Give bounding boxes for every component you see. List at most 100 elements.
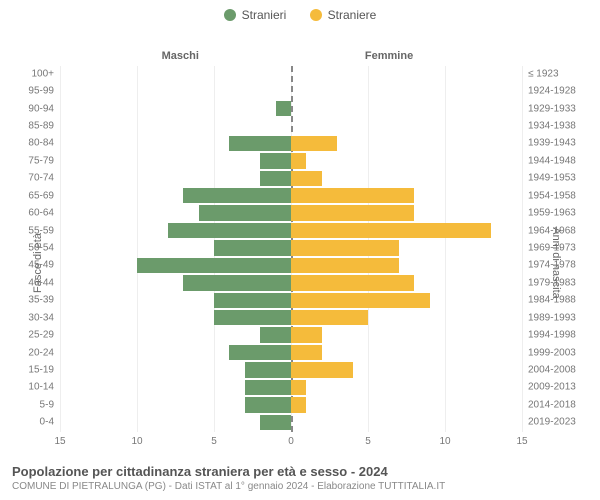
- column-header-male: Maschi: [162, 50, 199, 62]
- pyramid-row: 50-541969-1973: [60, 240, 522, 255]
- x-tick-label: 10: [439, 436, 450, 447]
- x-tick-label: 5: [211, 436, 217, 447]
- age-label: 40-44: [28, 277, 60, 288]
- bar-female: [291, 345, 322, 360]
- age-label: 90-94: [28, 103, 60, 114]
- age-label: 80-84: [28, 138, 60, 149]
- bar-male: [260, 327, 291, 342]
- bar-female: [291, 240, 399, 255]
- age-label: 55-59: [28, 225, 60, 236]
- pyramid-row: 60-641959-1963: [60, 205, 522, 220]
- birth-year-label: 1939-1943: [522, 138, 576, 149]
- pyramid-row: 15-192004-2008: [60, 362, 522, 377]
- age-label: 60-64: [28, 208, 60, 219]
- birth-year-label: 1979-1983: [522, 277, 576, 288]
- x-tick-label: 15: [516, 436, 527, 447]
- bar-female: [291, 293, 430, 308]
- birth-year-label: 1969-1973: [522, 242, 576, 253]
- bar-male: [199, 205, 291, 220]
- pyramid-row: 65-691954-1958: [60, 188, 522, 203]
- pyramid-row: 20-241999-2003: [60, 345, 522, 360]
- bar-male: [214, 310, 291, 325]
- bar-female: [291, 397, 306, 412]
- pyramid-row: 35-391984-1988: [60, 293, 522, 308]
- age-label: 20-24: [28, 347, 60, 358]
- age-label: 70-74: [28, 173, 60, 184]
- column-header-female: Femmine: [365, 50, 413, 62]
- bar-male: [183, 188, 291, 203]
- pyramid-chart: Fasce di età Anni di nascita 15105051015…: [0, 28, 600, 498]
- legend-swatch-female: [310, 9, 322, 21]
- age-label: 35-39: [28, 295, 60, 306]
- bar-female: [291, 136, 337, 151]
- birth-year-label: 1959-1963: [522, 208, 576, 219]
- age-label: 10-14: [28, 382, 60, 393]
- pyramid-row: 25-291994-1998: [60, 327, 522, 342]
- x-tick-label: 15: [54, 436, 65, 447]
- bar-female: [291, 310, 368, 325]
- age-label: 85-89: [28, 120, 60, 131]
- pyramid-row: 0-42019-2023: [60, 415, 522, 430]
- pyramid-row: 5-92014-2018: [60, 397, 522, 412]
- bar-male: [229, 136, 291, 151]
- x-tick-label: 10: [131, 436, 142, 447]
- age-label: 25-29: [28, 330, 60, 341]
- legend-female: Straniere: [310, 8, 377, 22]
- bar-female: [291, 380, 306, 395]
- bar-female: [291, 153, 306, 168]
- age-label: 0-4: [40, 417, 60, 428]
- chart-footer: Popolazione per cittadinanza straniera p…: [0, 464, 600, 492]
- legend-female-label: Straniere: [328, 8, 377, 22]
- birth-year-label: 1934-1938: [522, 120, 576, 131]
- birth-year-label: 1984-1988: [522, 295, 576, 306]
- birth-year-label: 1954-1958: [522, 190, 576, 201]
- pyramid-row: 100+≤ 1923: [60, 66, 522, 81]
- bar-male: [260, 171, 291, 186]
- birth-year-label: 1989-1993: [522, 312, 576, 323]
- bar-male: [137, 258, 291, 273]
- pyramid-row: 40-441979-1983: [60, 275, 522, 290]
- age-label: 5-9: [40, 399, 60, 410]
- bar-male: [214, 240, 291, 255]
- pyramid-row: 80-841939-1943: [60, 136, 522, 151]
- bar-female: [291, 188, 414, 203]
- age-label: 75-79: [28, 155, 60, 166]
- bar-female: [291, 258, 399, 273]
- bar-female: [291, 275, 414, 290]
- bar-male: [168, 223, 291, 238]
- bar-male: [183, 275, 291, 290]
- x-tick-label: 5: [365, 436, 371, 447]
- chart-title: Popolazione per cittadinanza straniera p…: [0, 464, 600, 479]
- birth-year-label: 1924-1928: [522, 86, 576, 97]
- pyramid-row: 45-491974-1978: [60, 258, 522, 273]
- bar-female: [291, 327, 322, 342]
- age-label: 65-69: [28, 190, 60, 201]
- birth-year-label: 1994-1998: [522, 330, 576, 341]
- birth-year-label: 1974-1978: [522, 260, 576, 271]
- bar-male: [245, 397, 291, 412]
- bar-male: [260, 153, 291, 168]
- bar-female: [291, 171, 322, 186]
- birth-year-label: 1929-1933: [522, 103, 576, 114]
- pyramid-row: 70-741949-1953: [60, 171, 522, 186]
- birth-year-label: 1999-2003: [522, 347, 576, 358]
- age-label: 95-99: [28, 86, 60, 97]
- bar-male: [245, 380, 291, 395]
- legend-swatch-male: [224, 9, 236, 21]
- bar-female: [291, 362, 353, 377]
- bar-female: [291, 223, 491, 238]
- birth-year-label: 1944-1948: [522, 155, 576, 166]
- pyramid-row: 90-941929-1933: [60, 101, 522, 116]
- age-label: 15-19: [28, 364, 60, 375]
- birth-year-label: 1949-1953: [522, 173, 576, 184]
- birth-year-label: 2019-2023: [522, 417, 576, 428]
- birth-year-label: 2004-2008: [522, 364, 576, 375]
- age-label: 45-49: [28, 260, 60, 271]
- plot-area: 15105051015100+≤ 192395-991924-192890-94…: [60, 66, 522, 432]
- pyramid-row: 30-341989-1993: [60, 310, 522, 325]
- bar-male: [260, 415, 291, 430]
- pyramid-row: 55-591964-1968: [60, 223, 522, 238]
- age-label: 50-54: [28, 242, 60, 253]
- legend-male-label: Stranieri: [242, 8, 287, 22]
- birth-year-label: 2009-2013: [522, 382, 576, 393]
